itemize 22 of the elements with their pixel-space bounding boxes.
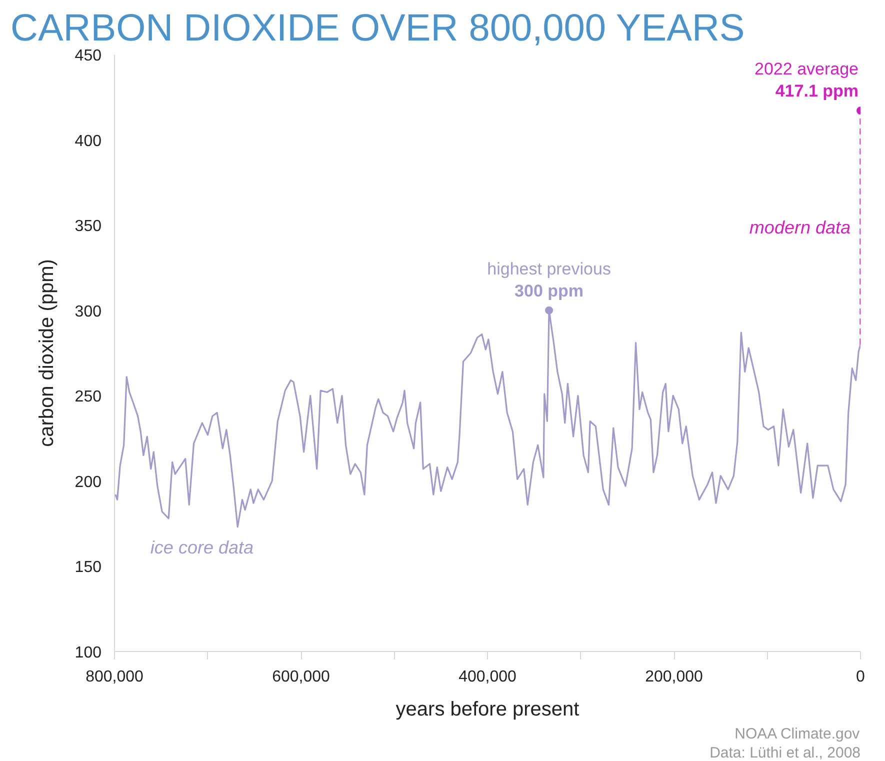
text: NOAA Climate.gov [734,726,860,742]
x-tick-label: 600,000 [272,668,330,686]
series-label: modern data [749,218,851,238]
x-tick-label: 0 [856,668,866,686]
annotation: 2022 average 417.1 ppm [754,60,859,101]
series-label: ice core data [150,537,254,558]
y-tick-label: 200 [74,474,102,491]
x-axis-title: years before present [396,698,580,720]
y-tick-label: 450 [74,48,102,64]
text: Data: Lüthi et al., 2008 [710,744,860,761]
y-axis-title: carbon dioxide (ppm) [36,259,58,447]
annotation: highest previous 300 ppm [487,259,611,300]
x-tick-label: 800,000 [86,668,144,686]
y-tick-label: 300 [74,303,102,320]
x-tick-label: 200,000 [645,668,704,686]
y-tick-label: 100 [74,644,102,662]
x-tick-label: 400,000 [458,668,517,686]
chart-title: CARBON DIOXIDE OVER 800,000 YEARS [10,8,745,50]
y-tick-label: 250 [74,388,102,406]
y-tick-label: 150 [74,559,102,576]
y-tick-label: 400 [74,132,102,150]
y-tick-label: 350 [74,218,102,236]
